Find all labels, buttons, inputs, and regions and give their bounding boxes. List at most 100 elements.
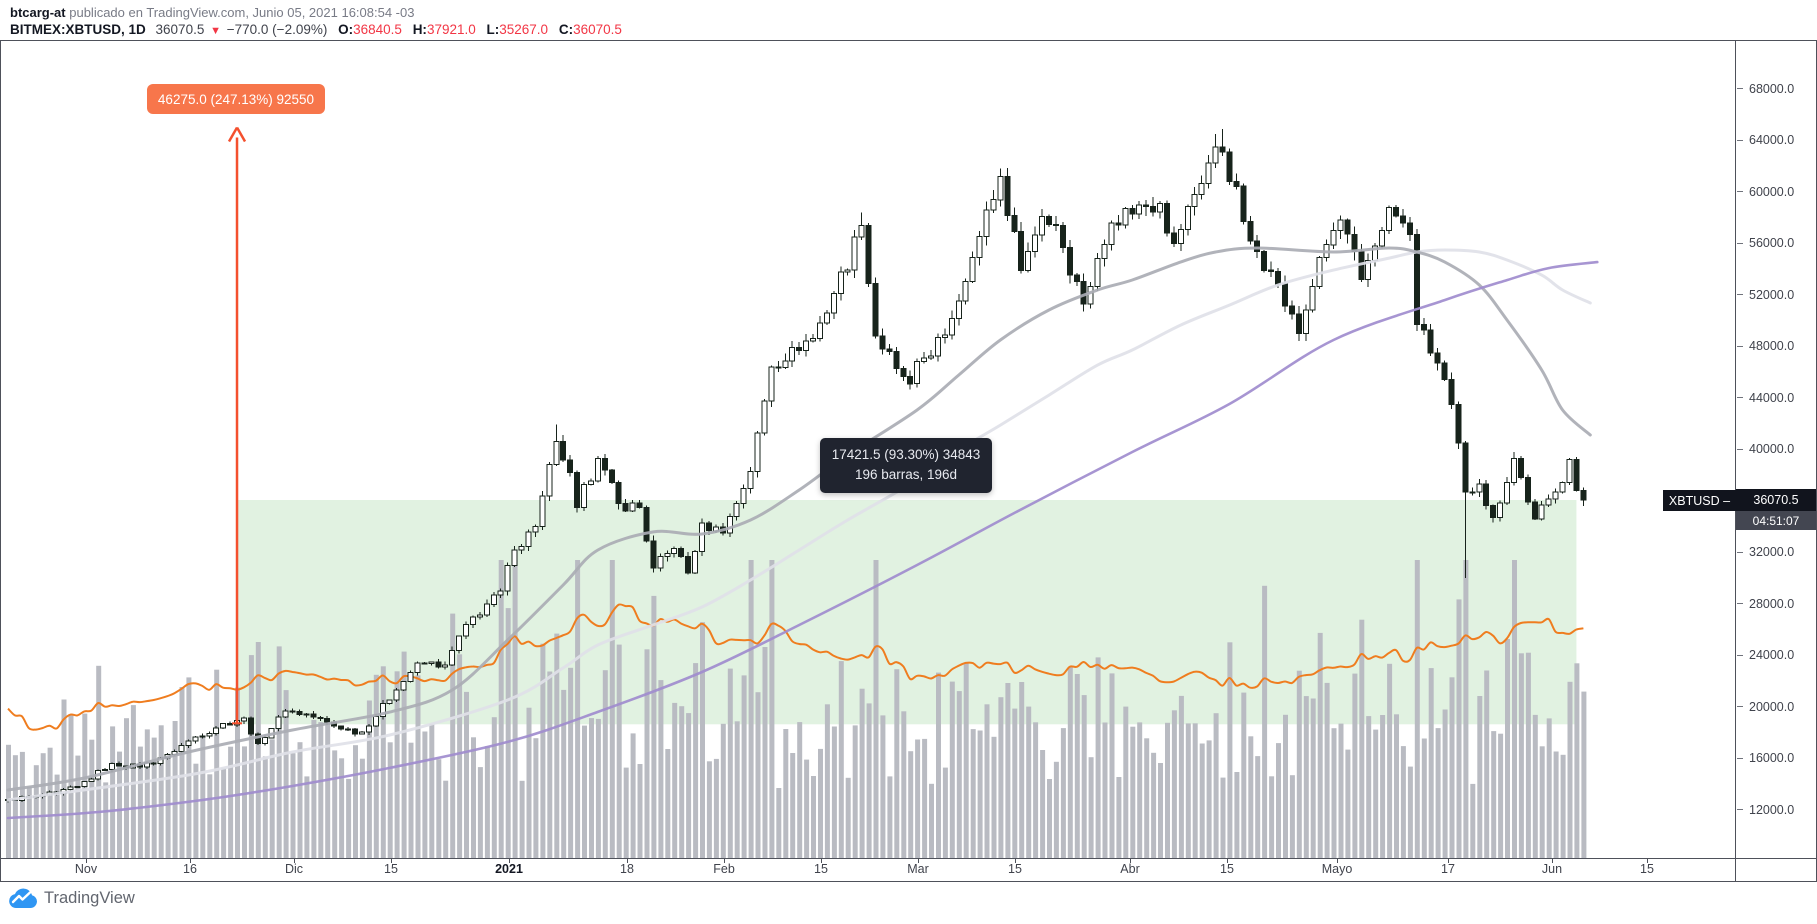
measure-tooltip[interactable]: 17421.5 (93.30%) 34843 196 barras, 196d: [820, 438, 992, 493]
time-tick-label: 15: [384, 862, 398, 876]
low-label: L:: [486, 22, 500, 37]
volume-bars: [6, 560, 1587, 858]
time-tick: [1337, 858, 1338, 863]
open-value: 36840.5: [353, 22, 402, 37]
volume-ma-line: [7, 603, 1584, 731]
price-tick: [1737, 551, 1743, 553]
time-tick-label: Abr: [1120, 862, 1140, 876]
price-axis-border: [1735, 40, 1736, 882]
price-tick: [1737, 88, 1743, 90]
chart-header: btcarg-at publicado en TradingView.com, …: [10, 4, 622, 40]
time-tick-label: 15: [1640, 862, 1654, 876]
price-tick-label: 60000.0: [1749, 184, 1795, 199]
price-tick: [1737, 448, 1743, 450]
time-tick: [821, 858, 822, 863]
time-tick-label: 16: [183, 862, 197, 876]
projection-callout[interactable]: 46275.0 (247.13%) 92550: [147, 84, 325, 114]
price-tick-label: 28000.0: [1749, 596, 1795, 611]
price-tick: [1737, 242, 1743, 244]
price-down-icon: ▼: [210, 25, 221, 37]
price-tick-label: 52000.0: [1749, 287, 1795, 302]
time-axis-border: [0, 858, 1817, 859]
byline-text: publicado en TradingView.com, Junio 05, …: [65, 5, 415, 20]
time-tick-label: 18: [620, 862, 634, 876]
candles: [5, 128, 1587, 803]
price-change: −770.0 (−2.09%): [226, 22, 328, 37]
last-price-text: 36070.5: [1753, 493, 1799, 507]
chart-canvas[interactable]: [0, 40, 1817, 858]
price-tick-label: 40000.0: [1749, 442, 1795, 457]
author-name[interactable]: btcarg-at: [10, 5, 66, 20]
price-tick: [1737, 706, 1743, 708]
time-tick: [391, 858, 392, 863]
time-tick: [1015, 858, 1016, 863]
time-tick: [190, 858, 191, 863]
open-label: O:: [338, 22, 354, 37]
price-tick: [1737, 654, 1743, 656]
price-tick: [1737, 294, 1743, 296]
bar-countdown-text: 04:51:07: [1752, 513, 1800, 528]
time-tick: [1552, 858, 1553, 863]
price-tick: [1737, 139, 1743, 141]
low-value: 35267.0: [499, 22, 549, 37]
measure-tooltip-line2: 196 barras, 196d: [854, 467, 958, 482]
price-tick-label: 48000.0: [1749, 339, 1795, 354]
price-tick: [1737, 191, 1743, 193]
time-tick: [627, 858, 628, 863]
price-axis[interactable]: 68000.0 64000.0 60000.0 56000.0 52000.0 48000…: [1736, 40, 1816, 858]
time-tick: [1647, 858, 1648, 863]
price-tick-label: 12000.0: [1749, 802, 1795, 817]
price-tick-label: 64000.0: [1749, 133, 1795, 148]
time-axis[interactable]: Nov 16 Dic 15 2021 18 Feb 15 Mar 15 Abr 15 Mayo 17 Jun…: [0, 858, 1735, 882]
price-tick-label: 32000.0: [1749, 545, 1795, 560]
price-tick-label: 44000.0: [1749, 390, 1795, 405]
time-tick: [724, 858, 725, 863]
high-value: 37921.0: [426, 22, 476, 37]
price-tick-label: 24000.0: [1749, 648, 1795, 663]
time-tick-label: 15: [1220, 862, 1234, 876]
time-tick: [86, 858, 87, 863]
projection-callout-text: 46275.0 (247.13%) 92550: [157, 91, 315, 107]
time-tick-label: Jun: [1541, 862, 1563, 876]
price-tick-label: 16000.0: [1749, 751, 1795, 766]
time-tick-label: 15: [1008, 862, 1022, 876]
time-tick-label: 15: [814, 862, 828, 876]
time-tick-label: Feb: [713, 862, 735, 876]
price-tick: [1737, 345, 1743, 347]
price-tick: [1737, 397, 1743, 399]
time-tick: [1130, 858, 1131, 863]
time-tick-label: 2021: [495, 862, 523, 876]
symbol-info-row: BITMEX:XBTUSD, 1D 36070.5 ▼ −770.0 (−2.0…: [10, 21, 622, 40]
close-label: C:: [558, 22, 574, 37]
time-tick: [1448, 858, 1449, 863]
measure-tooltip-line1: 17421.5 (93.30%) 34843: [831, 447, 981, 462]
high-label: H:: [412, 22, 427, 37]
ma-lightgray-line: [6, 248, 1592, 802]
series-symbol-text: XBTUSD –: [1668, 493, 1731, 508]
close-value: 36070.5: [573, 22, 622, 37]
time-tick-label: Mayo: [1321, 862, 1353, 876]
time-tick-label: Dic: [284, 862, 304, 876]
price-tick: [1737, 603, 1743, 605]
time-tick: [918, 858, 919, 863]
tradingview-brand-text: TradingView: [44, 889, 135, 907]
price-tick-label: 20000.0: [1749, 699, 1795, 714]
time-tick-label: Nov: [74, 862, 98, 876]
last-price-label: 36070.5: [1736, 489, 1816, 511]
measured-zone[interactable]: [237, 500, 1577, 725]
publish-byline: btcarg-at publicado en TradingView.com, …: [10, 4, 622, 21]
price-tick-label: 56000.0: [1749, 236, 1795, 251]
projection-arrow[interactable]: [227, 126, 247, 725]
bar-countdown-label: 04:51:07: [1736, 511, 1816, 530]
price-tick-label: 68000.0: [1749, 81, 1795, 96]
time-tick: [1227, 858, 1228, 863]
time-tick-label: 17: [1441, 862, 1455, 876]
price-tick: [1737, 757, 1743, 759]
ma-purple-line: [6, 260, 1599, 820]
last-price: 36070.5: [155, 22, 205, 37]
symbol-title[interactable]: BITMEX:XBTUSD, 1D: [10, 22, 146, 37]
ma-gray-line: [6, 246, 1592, 792]
tradingview-attribution[interactable]: TradingView: [8, 888, 135, 909]
time-tick: [294, 858, 295, 863]
